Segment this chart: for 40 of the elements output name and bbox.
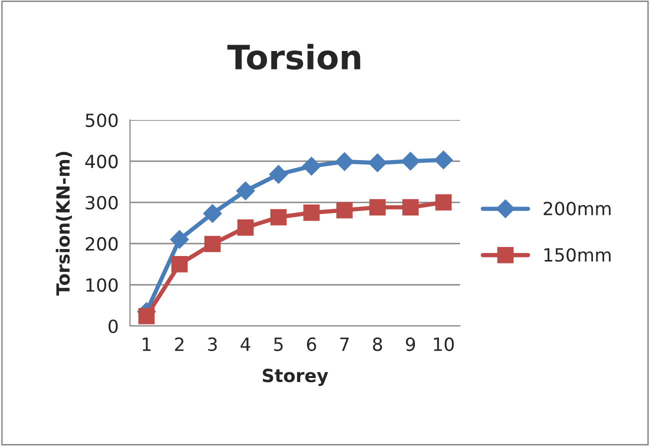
y-tick-label: 500	[86, 113, 118, 128]
point	[402, 199, 419, 216]
point	[236, 182, 255, 200]
point	[171, 256, 188, 272]
x-tick-label: 5	[274, 338, 283, 352]
x-tick-label: 9	[406, 337, 415, 352]
point	[203, 204, 222, 223]
point	[434, 150, 453, 170]
y-axis-title: Torsion(KN-m)	[56, 152, 72, 296]
point	[270, 209, 287, 226]
x-tick-label: 3	[208, 337, 217, 352]
point	[303, 204, 320, 221]
point	[302, 156, 321, 176]
point	[336, 202, 353, 218]
chart-title: Torsion	[227, 44, 360, 70]
y-tick-label: 300	[86, 196, 118, 210]
point	[204, 236, 221, 252]
y-tick-label: 400	[85, 154, 118, 168]
y-tick-label: 200	[86, 237, 118, 251]
y-tick-label: 100	[86, 278, 118, 292]
point	[335, 152, 354, 171]
x-tick-label: 1	[142, 338, 151, 351]
y-tick-label: 0	[108, 319, 118, 334]
point	[237, 219, 254, 236]
point	[369, 199, 386, 216]
point	[401, 152, 420, 171]
point	[138, 308, 155, 324]
x-axis-title: Storey	[262, 368, 328, 386]
x-tick-label: 8	[372, 337, 382, 352]
point	[368, 153, 387, 172]
point	[269, 165, 288, 184]
x-tick-label: 4	[240, 338, 250, 351]
legend-label: 200mm	[544, 202, 611, 216]
point	[435, 194, 452, 211]
x-tick-label: 7	[340, 338, 349, 351]
x-tick-label: 6	[307, 337, 316, 352]
legend-label: 150mm	[544, 248, 611, 262]
x-tick-label: 2	[175, 337, 184, 351]
x-tick-label: 10	[434, 337, 454, 352]
point	[170, 230, 189, 249]
